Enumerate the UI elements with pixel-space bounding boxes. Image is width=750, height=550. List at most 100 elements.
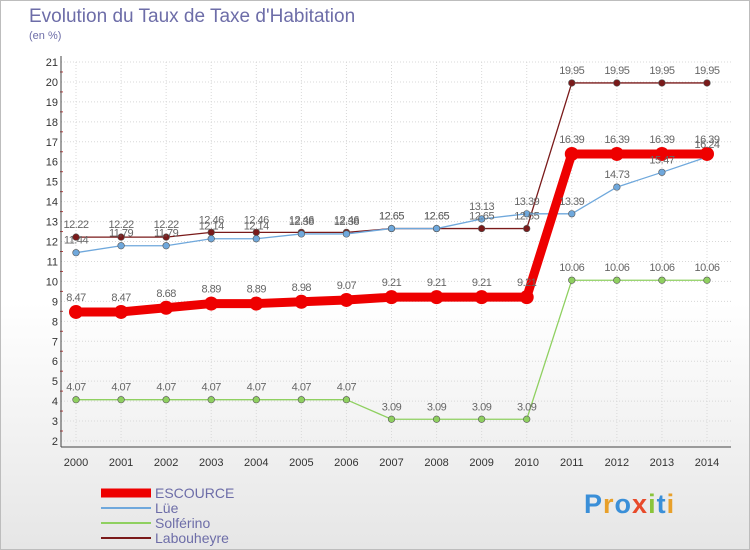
- data-point-escource: [700, 146, 714, 161]
- data-label-lue: 14.73: [604, 169, 629, 181]
- x-tick-label: 2012: [605, 457, 629, 469]
- x-tick-label: 2003: [199, 457, 223, 469]
- data-label-labouheyre: 19.95: [604, 65, 629, 77]
- y-tick-label: 11: [47, 256, 58, 268]
- data-label-lue: 12.14: [244, 221, 269, 233]
- data-label-lue: 12.65: [379, 211, 404, 223]
- data-label-labouheyre: 12.46: [334, 214, 359, 226]
- data-label-solferino: 4.07: [66, 382, 86, 394]
- data-label-lue: 16.24: [694, 139, 719, 151]
- data-point-lue: [478, 215, 486, 223]
- data-point-lue: [207, 235, 215, 243]
- data-point-solferino: [207, 396, 215, 404]
- x-tick-label: 2000: [64, 457, 88, 469]
- data-label-escource: 16.39: [559, 134, 584, 146]
- data-label-labouheyre: 12.22: [154, 219, 179, 231]
- data-label-escource: 9.21: [382, 277, 402, 289]
- data-point-escource: [204, 296, 219, 311]
- x-tick-label: 2002: [154, 457, 178, 469]
- data-point-labouheyre: [703, 79, 711, 87]
- data-point-labouheyre: [613, 79, 621, 87]
- data-label-solferino: 3.09: [427, 401, 447, 413]
- x-tick-label: 2007: [379, 457, 403, 469]
- x-tick-label: 2004: [244, 457, 268, 469]
- data-point-escource: [564, 146, 579, 161]
- legend-label-lue: Lüe: [155, 500, 179, 516]
- proxiti-logo: Proxiti: [584, 489, 675, 520]
- data-label-solferino: 10.06: [694, 262, 719, 274]
- data-point-solferino: [387, 415, 396, 423]
- data-point-lue: [432, 224, 441, 233]
- data-label-escource: 9.21: [472, 277, 492, 289]
- y-tick-label: 16: [46, 157, 58, 169]
- y-tick-label: 6: [52, 356, 58, 368]
- data-label-solferino: 4.07: [247, 382, 267, 394]
- data-point-solferino: [72, 396, 80, 404]
- data-point-escource: [159, 300, 174, 315]
- data-point-solferino: [297, 396, 305, 404]
- data-point-escource: [114, 304, 129, 319]
- data-label-labouheyre: 12.65: [469, 211, 494, 223]
- data-label-escource: 8.47: [66, 292, 86, 304]
- data-label-escource: 9.21: [427, 277, 447, 289]
- data-point-escource: [69, 304, 83, 319]
- data-label-labouheyre: 12.65: [379, 211, 404, 223]
- data-label-lue: 11.79: [154, 228, 179, 240]
- data-point-escource: [519, 290, 534, 305]
- data-point-labouheyre: [523, 224, 531, 233]
- x-tick-label: 2010: [514, 457, 538, 469]
- data-point-solferino: [658, 276, 666, 284]
- logo-letter: i: [648, 489, 657, 519]
- data-label-labouheyre: 12.22: [63, 219, 88, 231]
- data-point-escource: [609, 146, 624, 161]
- data-label-solferino: 10.06: [559, 262, 584, 274]
- data-point-lue: [613, 183, 621, 191]
- data-label-labouheyre: 12.22: [109, 219, 134, 231]
- y-tick-label: 3: [52, 416, 58, 428]
- data-point-lue: [252, 235, 260, 243]
- y-tick-label: 9: [52, 296, 58, 308]
- data-label-escource: 8.89: [202, 284, 222, 296]
- data-label-labouheyre: 19.95: [559, 65, 584, 77]
- y-tick-label: 20: [46, 77, 58, 89]
- y-tick-label: 12: [46, 237, 58, 249]
- data-label-escource: 16.39: [649, 134, 674, 146]
- data-point-labouheyre: [72, 233, 80, 241]
- data-point-labouheyre: [478, 224, 486, 233]
- x-tick-label: 2009: [469, 457, 493, 469]
- y-tick-label: 19: [46, 97, 58, 109]
- data-point-escource: [429, 290, 444, 305]
- data-label-escource: 9.21: [517, 277, 537, 289]
- legend-label-escource: ESCOURCE: [155, 485, 234, 501]
- data-point-solferino: [432, 415, 441, 423]
- data-label-escource: 8.89: [247, 284, 267, 296]
- data-label-escource: 16.39: [694, 134, 719, 146]
- logo-letter: r: [603, 489, 615, 519]
- x-tick-label: 2013: [650, 457, 674, 469]
- data-label-lue: 13.13: [469, 201, 494, 213]
- data-point-labouheyre: [658, 79, 666, 87]
- y-tick-label: 18: [46, 117, 58, 129]
- logo-letter: t: [656, 489, 667, 519]
- logo-letter: o: [614, 489, 633, 519]
- data-label-lue: 11.44: [64, 235, 89, 247]
- data-label-solferino: 3.09: [382, 401, 402, 413]
- data-label-escource: 16.39: [604, 134, 629, 146]
- logo-letter: i: [666, 489, 676, 519]
- data-label-lue: 12.38: [289, 216, 314, 228]
- data-label-solferino: 10.06: [649, 262, 674, 274]
- data-label-labouheyre: 12.46: [199, 214, 224, 226]
- data-point-lue: [523, 210, 531, 218]
- data-label-solferino: 3.09: [517, 401, 537, 413]
- data-label-escource: 9.07: [337, 280, 357, 292]
- data-point-solferino: [703, 276, 711, 284]
- data-label-solferino: 4.07: [111, 382, 131, 394]
- data-label-labouheyre: 12.65: [514, 211, 539, 223]
- x-tick-label: 2011: [560, 457, 584, 469]
- chart-subtitle: (en %): [29, 30, 62, 42]
- x-tick-label: 2005: [289, 457, 313, 469]
- data-label-escource: 8.68: [156, 288, 176, 300]
- data-label-lue: 13.39: [514, 196, 539, 208]
- data-point-escource: [654, 146, 669, 161]
